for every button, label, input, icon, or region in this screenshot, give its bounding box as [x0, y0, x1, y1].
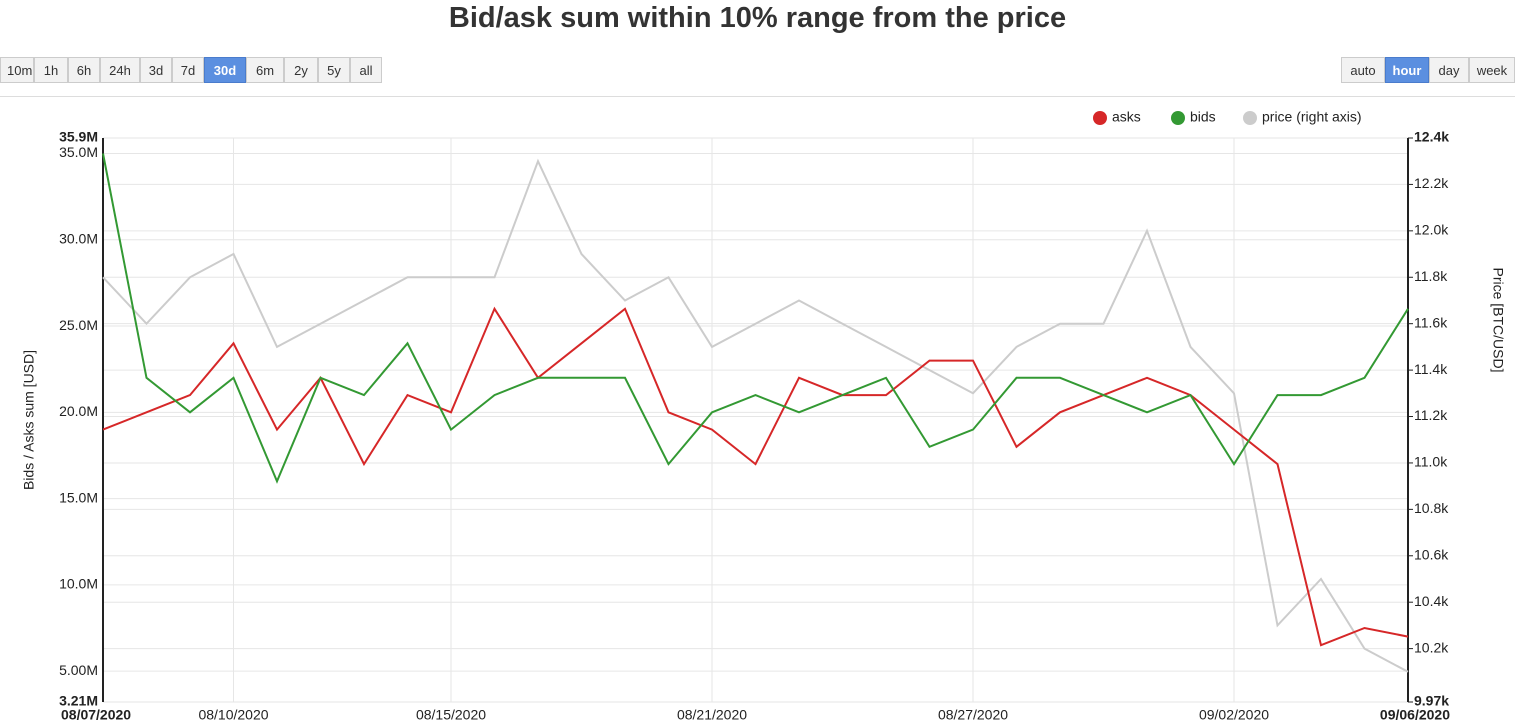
y2-tick-label: 12.2k: [1414, 175, 1449, 191]
x-tick-label: 08/27/2020: [938, 707, 1008, 723]
y2-tick-label: 11.0k: [1414, 454, 1448, 470]
y2-tick-label: 10.4k: [1414, 593, 1449, 609]
range-button[interactable]: 6m: [246, 57, 284, 83]
legend-marker: [1171, 111, 1185, 125]
y-tick-label: 20.0M: [59, 403, 98, 419]
resolution-button[interactable]: day: [1429, 57, 1469, 83]
legend-label: bids: [1190, 109, 1216, 125]
range-button[interactable]: 2y: [284, 57, 318, 83]
x-tick-label: 08/07/2020: [61, 707, 131, 723]
y2-tick-label: 12.4k: [1414, 129, 1449, 145]
y-tick-label: 35.0M: [59, 144, 98, 160]
range-button[interactable]: 10m: [0, 57, 34, 83]
x-tick-label: 09/02/2020: [1199, 707, 1269, 723]
y2-tick-label: 9.97k: [1414, 693, 1449, 709]
y-tick-label: 25.0M: [59, 317, 98, 333]
y-tick-label: 3.21M: [59, 693, 98, 709]
x-tick-label: 08/15/2020: [416, 707, 486, 723]
chart-title: Bid/ask sum within 10% range from the pr…: [448, 2, 1067, 34]
resolution-button[interactable]: hour: [1385, 57, 1429, 83]
resolution-button[interactable]: auto: [1341, 57, 1385, 83]
x-tick-label: 09/06/2020: [1380, 707, 1450, 723]
y-tick-label: 30.0M: [59, 230, 98, 246]
range-button[interactable]: 7d: [172, 57, 204, 83]
y-tick-label: 15.0M: [59, 489, 98, 505]
legend-label: price (right axis): [1262, 109, 1362, 125]
x-tick-label: 08/10/2020: [198, 707, 268, 723]
separator: [0, 96, 1515, 97]
range-button[interactable]: 1h: [34, 57, 68, 83]
y2-axis-label: Price [BTC/USD]: [1490, 267, 1506, 372]
y2-tick-label: 11.2k: [1414, 407, 1448, 423]
y2-tick-label: 12.0k: [1414, 222, 1449, 238]
range-button[interactable]: 24h: [100, 57, 140, 83]
range-button[interactable]: 30d: [204, 57, 246, 83]
y2-tick-label: 11.4k: [1414, 361, 1448, 377]
legend-label: asks: [1112, 109, 1141, 125]
y2-tick-label: 10.8k: [1414, 500, 1449, 516]
y-axis-label: Bids / Asks sum [USD]: [21, 350, 37, 490]
range-button[interactable]: 5y: [318, 57, 350, 83]
x-tick-label: 08/21/2020: [677, 707, 747, 723]
range-button[interactable]: all: [350, 57, 382, 83]
y2-tick-label: 10.2k: [1414, 639, 1449, 655]
range-button[interactable]: 3d: [140, 57, 172, 83]
y2-tick-label: 11.8k: [1414, 268, 1448, 284]
y-tick-label: 10.0M: [59, 576, 98, 592]
series-line: [102, 158, 1409, 673]
legend-marker: [1243, 111, 1257, 125]
legend-marker: [1093, 111, 1107, 125]
resolution-button[interactable]: week: [1469, 57, 1515, 83]
series-line: [102, 153, 1409, 484]
y2-tick-label: 11.6k: [1414, 314, 1448, 330]
y-tick-label: 5.00M: [59, 662, 98, 678]
range-button[interactable]: 6h: [68, 57, 100, 83]
y-tick-label: 35.9M: [59, 129, 98, 145]
series-line: [102, 306, 1409, 647]
y2-tick-label: 10.6k: [1414, 546, 1449, 562]
